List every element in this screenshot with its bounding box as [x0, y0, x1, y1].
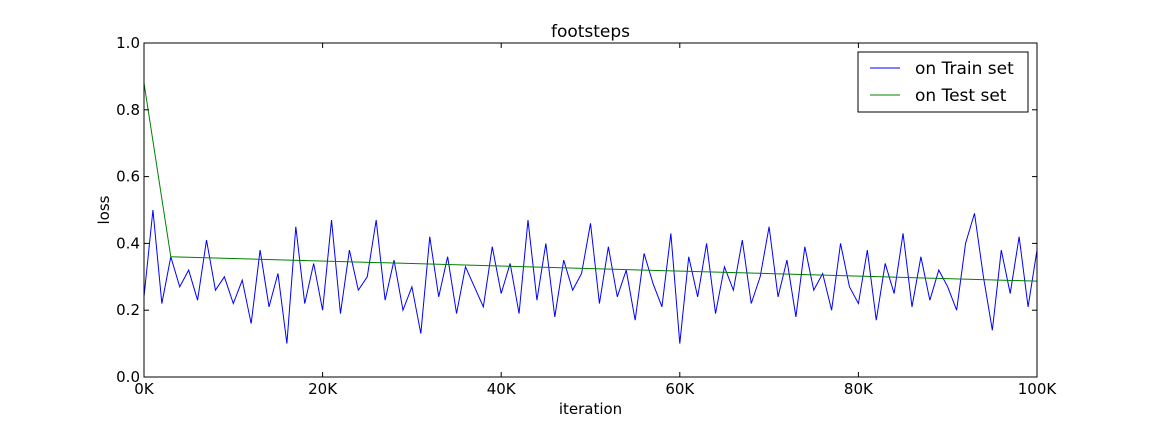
plot-frame	[143, 42, 1038, 378]
plot-area	[144, 83, 1037, 344]
legend: on Train set on Test set	[857, 51, 1029, 113]
series-line-train	[144, 209, 1037, 344]
y-tick-label: 0.4	[116, 234, 140, 252]
axis-ticks: 0K 20K 40K 60K 80K 100K 0.0 0.2 0.4 0.6 0.8 1.0	[116, 34, 1057, 398]
y-tick-label: 0.0	[116, 368, 140, 386]
legend-entry: on Test set	[915, 86, 1007, 106]
legend-entry: on Train set	[915, 59, 1014, 79]
x-tick-label: 0K	[134, 380, 155, 398]
y-tick-label: 0.6	[116, 168, 140, 186]
chart-title: footsteps	[551, 22, 630, 42]
x-tick-label: 40K	[487, 380, 517, 398]
series-line-test	[144, 83, 1037, 282]
y-tick-label: 0.8	[116, 101, 140, 119]
y-tick-label: 0.2	[116, 301, 140, 319]
x-tick-label: 100K	[1018, 380, 1058, 398]
y-tick-label: 1.0	[116, 34, 140, 52]
x-tick-label: 20K	[308, 380, 338, 398]
x-tick-label: 80K	[844, 380, 874, 398]
x-tick-label: 60K	[665, 380, 695, 398]
y-axis-label: loss	[95, 195, 113, 224]
x-axis-label: iteration	[559, 400, 622, 418]
legend-box	[857, 51, 1029, 113]
